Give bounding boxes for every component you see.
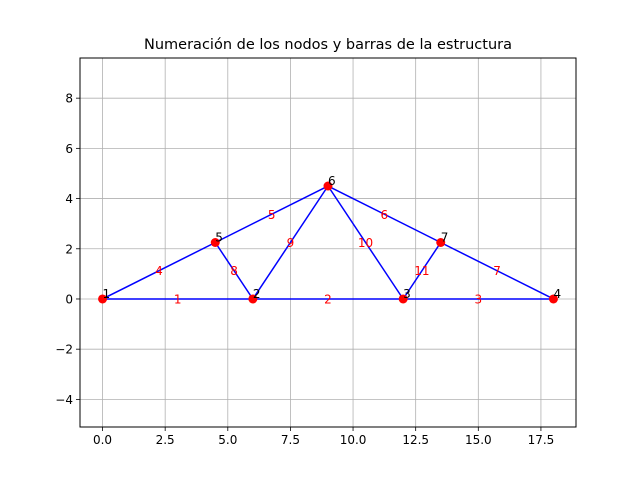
member-label: 11 xyxy=(414,264,429,278)
y-tick-label: −2 xyxy=(55,343,73,357)
member-line xyxy=(214,185,329,244)
y-tick-label: 8 xyxy=(65,92,73,106)
node-marker xyxy=(398,294,408,304)
member-line xyxy=(102,241,216,300)
member-line xyxy=(440,241,554,300)
node-label: 6 xyxy=(328,174,336,188)
node-marker xyxy=(436,238,446,247)
x-tick-label: 17.5 xyxy=(528,433,555,447)
plot-frame xyxy=(79,57,577,428)
chart-title: Numeración de los nodos y barras de la e… xyxy=(144,37,512,53)
y-tick-label: 6 xyxy=(65,142,73,156)
member-line xyxy=(214,242,254,300)
member-label: 6 xyxy=(381,208,389,222)
x-tick-label: 2.5 xyxy=(156,433,175,447)
member-label: 1 xyxy=(174,292,182,306)
member-line xyxy=(327,185,404,300)
member-label: 2 xyxy=(324,292,332,306)
x-tick-label: 12.5 xyxy=(402,433,429,447)
node-label: 4 xyxy=(553,287,561,301)
node-label: 2 xyxy=(253,287,261,301)
member-line xyxy=(402,242,442,300)
node-label: 7 xyxy=(441,231,449,245)
node-marker xyxy=(98,294,108,304)
member-label: 7 xyxy=(493,264,501,278)
x-tick-label: 10.0 xyxy=(340,433,367,447)
node-marker xyxy=(323,181,333,191)
y-tick-label: −4 xyxy=(55,393,73,407)
node-marker xyxy=(210,238,220,247)
ticks: 0.0 2.5 5.0 7.5 10.0 12.5 15.0 17.5 −4 −2 0 2 4 6 8 xyxy=(55,92,554,447)
node-marker xyxy=(248,294,258,304)
member-line xyxy=(252,185,329,300)
member-label: 10 xyxy=(358,236,373,250)
member-label: 9 xyxy=(287,236,295,250)
members xyxy=(102,185,554,300)
nodes xyxy=(98,181,558,304)
member-line xyxy=(327,185,442,244)
member-label: 4 xyxy=(155,264,163,278)
node-label: 5 xyxy=(215,231,223,245)
x-tick-label: 7.5 xyxy=(281,433,300,447)
member-label: 3 xyxy=(474,292,482,306)
y-tick-label: 4 xyxy=(65,192,73,206)
x-tick-label: 5.0 xyxy=(218,433,237,447)
member-label: 5 xyxy=(268,208,276,222)
node-marker xyxy=(548,294,558,304)
y-tick-label: 0 xyxy=(65,292,73,306)
x-tick-label: 0.0 xyxy=(93,433,112,447)
x-tick-label: 15.0 xyxy=(465,433,492,447)
y-tick-label: 2 xyxy=(65,242,73,256)
member-label: 8 xyxy=(230,264,238,278)
node-label: 3 xyxy=(403,287,411,301)
node-label: 1 xyxy=(103,287,111,301)
